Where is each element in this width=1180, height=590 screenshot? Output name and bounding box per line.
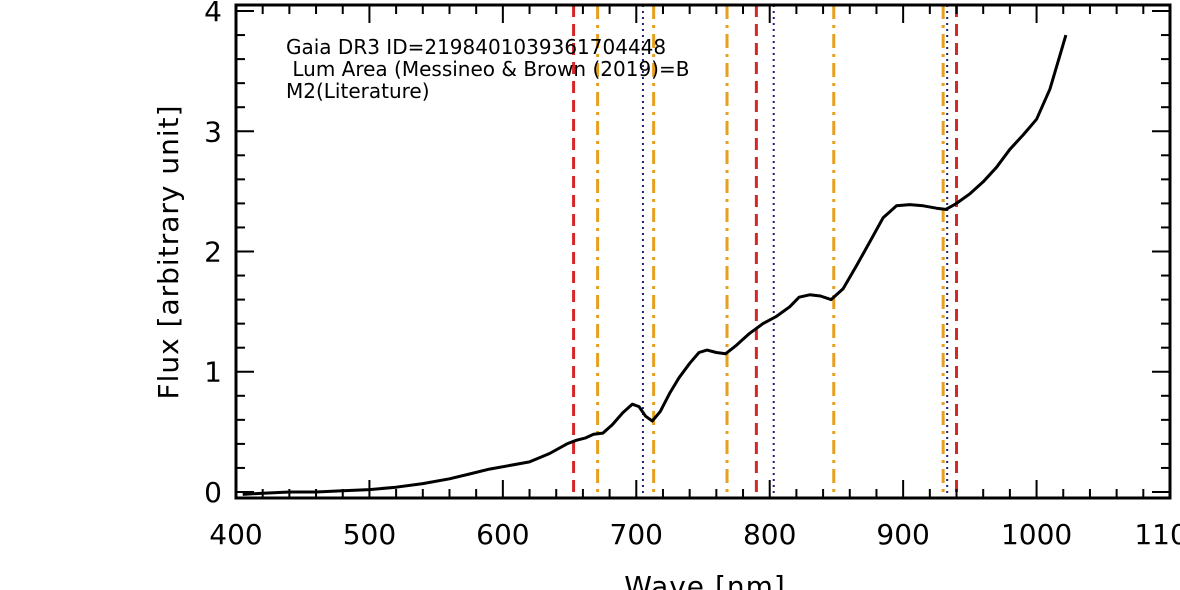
y-tick-label-3: 3 <box>204 115 222 148</box>
ticks-group <box>235 5 1171 498</box>
x-tick-label-2: 600 <box>476 518 529 551</box>
y-tick-label-0: 0 <box>204 476 222 509</box>
x-axis-title: Wave [nm] <box>624 570 786 590</box>
vertical-lines <box>572 5 959 498</box>
x-tick-label-0: 400 <box>209 518 262 551</box>
annotation-gaia-id: Gaia DR3 ID=2198401039361704448 <box>286 35 666 59</box>
series-group <box>242 34 1068 496</box>
y-tick-label-1: 1 <box>204 356 222 389</box>
y-axis-title: Flux [arbitrary unit] <box>152 104 185 399</box>
x-tick-label-4: 800 <box>743 518 796 551</box>
annotation-lum-area: Lum Area (Messineo & Brown (2019)=B <box>286 57 689 81</box>
annotation-spectral-type: M2(Literature) <box>286 79 430 103</box>
spectrum-line-0 <box>242 34 1068 496</box>
x-tick-label-5: 900 <box>876 518 929 551</box>
y-tick-label-2: 2 <box>204 236 222 269</box>
x-tick-label-6: 1000 <box>1001 518 1072 551</box>
y-tick-label-4: 4 <box>204 0 222 28</box>
x-tick-label-1: 500 <box>343 518 396 551</box>
x-tick-label-3: 700 <box>610 518 663 551</box>
